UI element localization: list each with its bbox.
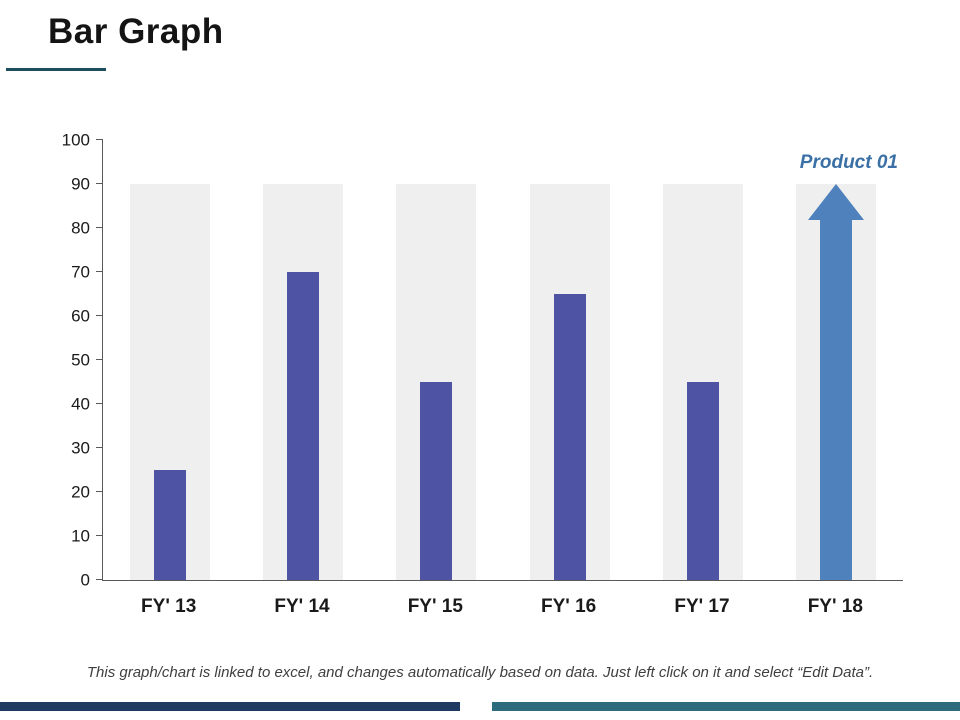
y-tick-mark (96, 359, 103, 360)
footer-note: This graph/chart is linked to excel, and… (86, 664, 874, 681)
y-tick-mark (96, 271, 103, 272)
chart-column (770, 140, 903, 580)
x-tick-label: FY' 14 (274, 596, 330, 617)
bottom-accent-right (492, 702, 960, 711)
chart-column (636, 140, 769, 580)
data-bar[interactable] (420, 382, 453, 580)
y-tick-mark (96, 579, 103, 580)
x-tick-label: FY' 16 (541, 596, 597, 617)
y-tick-label: 20 (71, 482, 90, 502)
arrow-up-icon[interactable] (808, 184, 865, 220)
data-bar[interactable] (553, 294, 586, 580)
x-tick-label: FY' 18 (807, 596, 863, 617)
y-tick-mark (96, 403, 103, 404)
data-bar[interactable] (286, 272, 319, 580)
chart-column (103, 140, 236, 580)
y-tick-mark (96, 183, 103, 184)
y-tick-label: 10 (71, 526, 90, 546)
x-axis: FY' 13 FY' 14 FY' 15 FY' 16 FY' 17 FY' 18 (102, 596, 902, 618)
data-bar[interactable] (153, 470, 186, 580)
y-tick-label: 40 (71, 394, 90, 414)
y-tick-label: 80 (71, 218, 90, 238)
y-tick-label: 60 (71, 306, 90, 326)
arrow-shaft[interactable] (820, 220, 853, 580)
series-label: Product 01 (799, 152, 898, 173)
y-tick-mark (96, 227, 103, 228)
plot-area[interactable] (96, 139, 903, 581)
y-tick-label: 100 (61, 130, 90, 150)
y-tick-label: 90 (71, 174, 90, 194)
bottom-accent-left (0, 702, 460, 711)
x-tick-label: FY' 15 (407, 596, 463, 617)
y-tick-mark (96, 139, 103, 140)
chart-column (503, 140, 636, 580)
data-bar[interactable] (686, 382, 719, 580)
x-tick-label: FY' 13 (141, 596, 197, 617)
y-axis: 0 10 20 30 40 50 60 70 80 90 100 (50, 132, 102, 589)
x-tick-label: FY' 17 (674, 596, 730, 617)
y-tick-label: 30 (71, 438, 90, 458)
y-tick-mark (96, 447, 103, 448)
title-underline (6, 68, 106, 71)
y-tick-mark (96, 491, 103, 492)
y-tick-label: 70 (71, 262, 90, 282)
chart-inner: 0 10 20 30 40 50 60 70 80 90 100 (50, 132, 910, 589)
chart-column (236, 140, 369, 580)
bar-chart[interactable]: Product 01 0 10 20 30 40 50 60 70 80 90 100 FY' 13… (50, 132, 910, 617)
y-tick-label: 0 (80, 570, 90, 590)
y-tick-label: 50 (71, 350, 90, 370)
page-title: Bar Graph (48, 12, 224, 51)
chart-column (370, 140, 503, 580)
y-tick-mark (96, 315, 103, 316)
y-tick-mark (96, 535, 103, 536)
